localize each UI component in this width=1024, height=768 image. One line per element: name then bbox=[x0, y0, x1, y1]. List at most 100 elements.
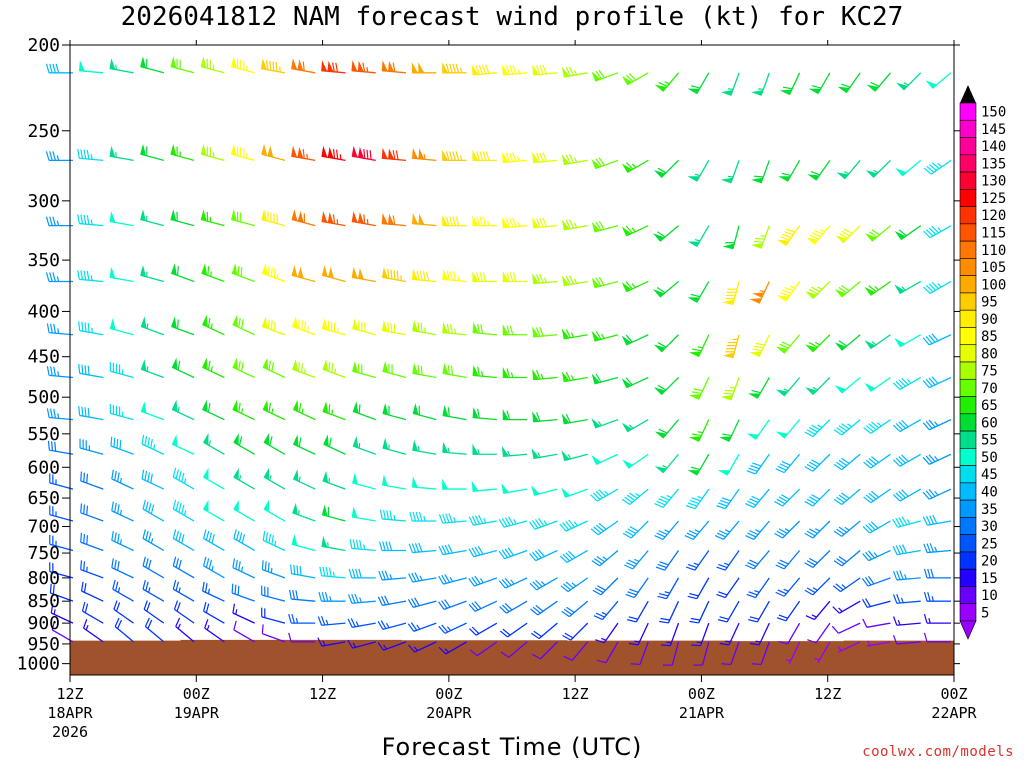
terrain-fill bbox=[70, 639, 954, 675]
wind-barb bbox=[559, 519, 588, 532]
colorbar-label: 150 bbox=[981, 105, 1006, 121]
wind-barb bbox=[233, 499, 255, 522]
y-tick-label: 600 bbox=[27, 457, 60, 478]
colorbar-label: 20 bbox=[981, 554, 998, 570]
wind-barb bbox=[442, 149, 467, 162]
wind-barb bbox=[321, 145, 346, 161]
wind-barb bbox=[203, 529, 225, 552]
wind-barb bbox=[895, 159, 922, 177]
wind-barb bbox=[472, 364, 497, 379]
wind-barb bbox=[814, 641, 831, 664]
wind-barb bbox=[317, 615, 346, 626]
wind-barb bbox=[232, 399, 255, 421]
wind-barb bbox=[561, 328, 588, 340]
wind-barb bbox=[233, 620, 255, 643]
wind-barb bbox=[352, 361, 376, 379]
wind-barb bbox=[232, 603, 255, 624]
wind-barb bbox=[922, 419, 952, 431]
colorbar-cell bbox=[959, 482, 977, 501]
colorbar-bottom-arrow bbox=[959, 620, 977, 640]
wind-barb bbox=[172, 556, 195, 579]
wind-barb bbox=[442, 215, 467, 227]
wind-barb bbox=[892, 453, 922, 467]
wind-barb bbox=[80, 560, 104, 579]
x-tick-label: 12Z bbox=[309, 685, 336, 703]
colorbar-label: 5 bbox=[981, 605, 989, 621]
colorbar-label: 135 bbox=[981, 156, 1006, 172]
wind-barb bbox=[377, 620, 407, 630]
wind-barb bbox=[654, 419, 680, 439]
wind-barb bbox=[657, 577, 680, 600]
wind-barb bbox=[922, 514, 952, 526]
wind-barb bbox=[561, 371, 588, 383]
wind-barb bbox=[412, 403, 437, 421]
wind-barb bbox=[892, 594, 921, 604]
wind-barb bbox=[502, 270, 528, 283]
wind-barb bbox=[748, 377, 770, 399]
wind-barb bbox=[627, 600, 649, 623]
y-tick-label: 900 bbox=[27, 613, 60, 634]
wind-barb bbox=[261, 263, 286, 283]
wind-barb bbox=[442, 405, 467, 421]
wind-barb bbox=[472, 270, 497, 283]
wind-barb bbox=[291, 264, 316, 283]
wind-barb bbox=[201, 263, 225, 283]
colorbar-cell bbox=[959, 119, 977, 138]
colorbar-label: 10 bbox=[981, 588, 998, 604]
wind-barb bbox=[778, 160, 801, 182]
colorbar-label: 110 bbox=[981, 243, 1006, 259]
wind-barb bbox=[175, 617, 195, 643]
wind-barb bbox=[233, 467, 255, 490]
source-credit[interactable]: coolwx.com/models bbox=[862, 744, 1014, 760]
wind-barb bbox=[230, 56, 255, 74]
y-tick-label: 300 bbox=[27, 191, 60, 212]
x-tick-label: 12Z bbox=[814, 685, 841, 703]
wind-barb bbox=[693, 641, 710, 666]
wind-barb bbox=[382, 403, 407, 421]
wind-barb bbox=[49, 473, 74, 490]
wind-barb bbox=[630, 641, 649, 666]
wind-barb bbox=[170, 209, 195, 227]
wind-barbs-layer bbox=[45, 56, 952, 666]
wind-barb bbox=[109, 404, 134, 421]
wind-barb bbox=[807, 622, 831, 644]
x-tick-label: 18APR bbox=[47, 704, 93, 722]
wind-barb bbox=[200, 143, 225, 161]
wind-barb bbox=[438, 641, 467, 655]
wind-barb bbox=[749, 281, 770, 304]
wind-barb bbox=[808, 72, 831, 95]
wind-barb bbox=[591, 330, 619, 342]
wind-barb bbox=[746, 419, 770, 440]
wind-barb bbox=[862, 520, 891, 534]
wind-barb bbox=[231, 583, 255, 602]
colorbar-cell bbox=[959, 361, 977, 380]
wind-barb bbox=[79, 438, 104, 455]
wind-barb bbox=[112, 579, 134, 602]
wind-barb bbox=[720, 160, 740, 184]
wind-barb bbox=[317, 637, 346, 647]
wind-barb bbox=[173, 600, 195, 624]
wind-barb bbox=[291, 58, 316, 74]
wind-barb bbox=[591, 157, 619, 170]
wind-barb bbox=[140, 359, 165, 379]
wind-barb bbox=[591, 69, 619, 82]
wind-barb bbox=[591, 276, 619, 289]
wind-barb bbox=[114, 617, 134, 643]
wind-barb bbox=[896, 72, 922, 91]
x-tick-label: 21APR bbox=[679, 704, 725, 722]
wind-barb bbox=[78, 321, 104, 336]
wind-barb bbox=[866, 640, 891, 647]
wind-barb bbox=[775, 419, 801, 439]
x-tick-label: 00Z bbox=[435, 685, 462, 703]
wind-barb bbox=[591, 221, 619, 233]
colorbar-label: 100 bbox=[981, 277, 1006, 293]
wind-barb bbox=[109, 58, 134, 74]
wind-barb bbox=[140, 209, 164, 227]
wind-barb bbox=[749, 334, 770, 358]
wind-barb bbox=[292, 434, 316, 455]
wind-barb bbox=[381, 266, 407, 283]
colorbar-label: 55 bbox=[981, 433, 998, 449]
wind-barb bbox=[862, 598, 891, 609]
wind-barb bbox=[109, 145, 134, 161]
wind-barb bbox=[352, 318, 376, 336]
